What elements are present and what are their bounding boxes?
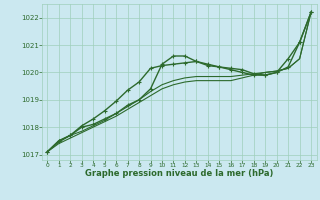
X-axis label: Graphe pression niveau de la mer (hPa): Graphe pression niveau de la mer (hPa): [85, 169, 273, 178]
